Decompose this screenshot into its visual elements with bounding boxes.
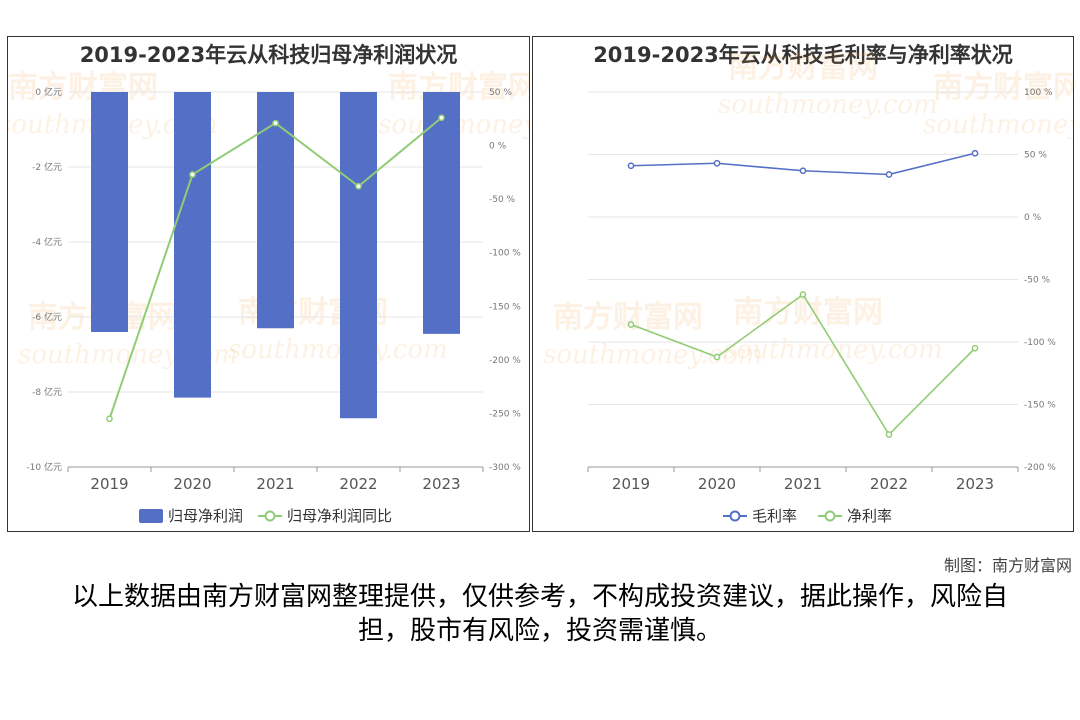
chart-title: 2019-2023年云从科技归母净利润状况 xyxy=(79,43,458,67)
line-point xyxy=(713,159,721,167)
y-right-tick-label: 50 % xyxy=(489,88,512,98)
x-tick-label: 2023 xyxy=(956,475,994,493)
x-tick-label: 2021 xyxy=(784,475,822,493)
chart-panel-margins: 2019-2023年云从科技毛利率与净利率状况 南方财富网 southmoney.… xyxy=(532,36,1074,532)
y-right-tick-label: -200 % xyxy=(1024,463,1056,473)
y-left-tick-label: -2 亿元 xyxy=(32,161,62,173)
y-right-tick-label: 50 % xyxy=(1024,151,1047,161)
line-point xyxy=(627,162,635,170)
y-right-tick-label: -150 % xyxy=(1024,401,1056,411)
y-right-tick-label: -100 % xyxy=(489,249,521,259)
legend-swatch xyxy=(139,509,163,523)
line-point xyxy=(885,431,893,438)
line-point xyxy=(971,344,979,352)
x-tick-label: 2022 xyxy=(339,475,377,493)
line-point xyxy=(971,149,979,157)
watermark-text: southmoney.com xyxy=(923,110,1073,140)
y-right-tick-label: -300 % xyxy=(489,463,521,473)
line-point xyxy=(106,415,113,423)
line-point xyxy=(438,114,445,122)
x-tick-label: 2020 xyxy=(698,475,736,493)
line-point xyxy=(799,291,807,298)
legend-swatch xyxy=(729,510,741,522)
watermark-text: southmoney.com xyxy=(718,90,938,120)
y-right-tick-label: 0 % xyxy=(489,142,507,152)
x-tick-label: 2019 xyxy=(90,475,128,493)
bar xyxy=(423,92,460,334)
x-tick-label: 2020 xyxy=(173,475,211,493)
x-tick-label: 2023 xyxy=(422,475,460,493)
x-tick-label: 2022 xyxy=(870,475,908,493)
line-point xyxy=(189,171,196,178)
y-left-tick-label: 0 亿元 xyxy=(35,86,62,98)
y-right-tick-label: -50 % xyxy=(489,195,516,205)
watermark-text: 南方财富网 xyxy=(553,300,703,335)
y-right-tick-label: 100 % xyxy=(1024,88,1053,98)
chart-title: 2019-2023年云从科技毛利率与净利率状况 xyxy=(593,43,1013,67)
chart-panel-net-profit: 2019-2023年云从科技归母净利润状况 南方财富网 southmoney.co… xyxy=(7,36,530,532)
bar xyxy=(340,92,377,419)
x-tick-label: 2019 xyxy=(612,475,650,493)
watermark-text: 南方财富网 xyxy=(728,50,878,85)
line-point xyxy=(713,353,721,361)
legend-swatch xyxy=(824,510,836,522)
watermark-text: southmoney.com xyxy=(723,335,943,365)
y-right-tick-label: 0 % xyxy=(1024,213,1042,223)
y-right-tick-label: -150 % xyxy=(489,302,521,312)
net-profit-chart: 南方财富网southmoney.com南方财富网southmoney.com南方… xyxy=(8,70,529,525)
line-point xyxy=(885,171,893,178)
watermark-text: 南方财富网 xyxy=(933,70,1073,105)
line-point xyxy=(799,167,807,175)
watermark-text: southmoney.com xyxy=(228,335,448,365)
line-point xyxy=(627,321,635,328)
line-point xyxy=(355,182,362,190)
legend-label: 毛利率 xyxy=(752,507,797,525)
y-left-tick-label: -10 亿元 xyxy=(26,461,62,473)
margin-chart: 南方财富网southmoney.com南方财富网southmoney.com南方… xyxy=(543,50,1073,525)
legend-label: 净利率 xyxy=(847,507,892,525)
bar xyxy=(91,92,128,332)
line-point xyxy=(272,119,279,127)
y-right-tick-label: -50 % xyxy=(1024,276,1051,286)
chart-credit: 制图：南方财富网 xyxy=(943,556,1072,575)
watermark-text: 南方财富网 xyxy=(8,70,158,105)
legend-label: 归母净利润同比 xyxy=(287,507,392,525)
bar xyxy=(174,92,211,398)
legend-swatch xyxy=(264,510,276,522)
y-left-tick-label: -4 亿元 xyxy=(32,236,62,248)
watermark-text: 南方财富网 xyxy=(733,295,883,330)
disclaimer-text: 以上数据由南方财富网整理提供，仅供参考，不构成投资建议，据此操作，风险自担，股市… xyxy=(71,582,1008,646)
y-right-tick-label: -200 % xyxy=(489,356,521,366)
bar xyxy=(257,92,294,329)
x-tick-label: 2021 xyxy=(256,475,294,493)
legend-label: 归母净利润 xyxy=(168,507,243,525)
watermark-text: southmoney.com xyxy=(543,340,763,370)
y-right-tick-label: -100 % xyxy=(1024,338,1056,348)
y-left-tick-label: -6 亿元 xyxy=(32,311,62,323)
y-right-tick-label: -250 % xyxy=(489,409,521,419)
y-left-tick-label: -8 亿元 xyxy=(32,386,62,398)
